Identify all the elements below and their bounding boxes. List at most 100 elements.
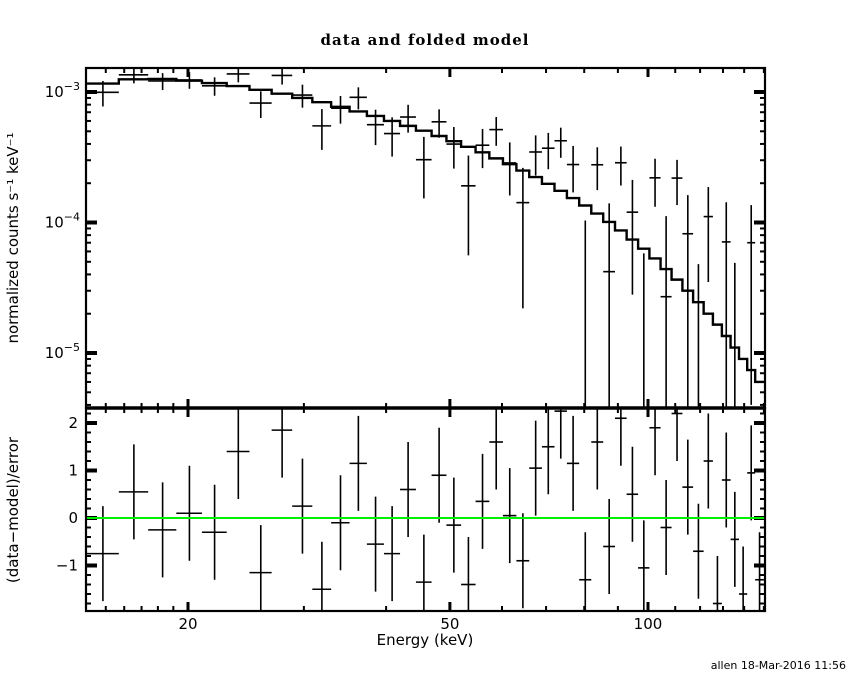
residual-point [366,496,384,592]
top-y-tick-label: 10−3 [45,80,80,101]
data-point [292,84,313,108]
residual-point [649,408,661,476]
residual-point [489,408,503,490]
plot-title: data and folded model [321,31,530,49]
data-point [489,117,503,146]
data-error-bars [86,68,756,408]
data-point [118,68,149,84]
data-point [554,127,567,158]
top-y-tick-label: 10−4 [45,211,80,232]
bottom-panel-frame [84,406,767,613]
residual-point [529,420,542,516]
residual-point [730,491,740,587]
x-tick-label-100: 100 [634,615,663,633]
plot-footer-timestamp: allen 18-Mar-2016 11:56 [711,659,846,672]
residual-point [516,513,530,609]
residual-point [249,525,272,611]
x-axis-ticks: 20 50 100 [104,68,765,633]
x-tick-label-20: 20 [178,615,197,633]
data-point [747,205,756,405]
data-point [331,95,350,124]
data-point [566,145,580,193]
top-y-axis-ticks: 10−3 10−4 10−5 [45,80,765,406]
data-point [529,135,542,176]
data-point [660,216,672,408]
residual-point [312,541,332,611]
bottom-y-tick-label: −1 [56,557,78,575]
residual-point [615,408,627,466]
data-point [682,195,694,408]
residual-point [461,537,476,611]
residual-point [331,475,350,571]
data-point [591,147,604,191]
residual-point [579,532,592,611]
data-point [475,128,490,169]
residual-point [400,442,416,537]
data-point [86,80,119,107]
residual-point [712,556,722,611]
data-point [349,87,367,110]
residual-point [566,415,580,511]
data-point [721,202,731,408]
model-step-line [86,77,764,384]
residual-point [591,408,604,490]
residual-point [693,503,704,599]
residual-point [383,506,401,602]
residual-point [415,534,432,611]
residual-point [86,506,119,602]
data-point [201,77,227,96]
data-point [148,73,177,91]
residual-point [703,413,713,509]
data-point [502,142,517,196]
residual-point [201,484,227,580]
top-y-axis-title: normalized counts s⁻¹ keV⁻¹ [4,132,22,343]
data-point [461,155,476,256]
data-point [312,109,332,150]
data-point [615,146,627,186]
data-point [415,136,432,199]
data-point [271,68,293,85]
data-point [431,109,447,138]
residual-point [554,408,567,459]
residual-point [475,453,490,549]
x-axis-title: Energy (keV) [377,631,474,649]
data-point [249,91,272,119]
data-point [603,203,616,408]
residual-point [671,408,683,461]
bottom-y-tick-label: 2 [68,414,78,432]
residual-point [271,408,293,478]
residual-point [226,408,250,499]
residual-point [176,465,202,561]
bottom-y-tick-label: 0 [68,509,78,527]
residual-point [349,415,367,511]
residual-point [446,477,462,573]
data-point [226,68,250,83]
bottom-y-tick-label: 1 [68,462,78,480]
residual-point [292,458,313,554]
data-point [383,117,401,157]
residual-point [541,408,555,495]
data-point [649,158,661,207]
x-tick-label-50: 50 [440,615,459,633]
residual-point [626,446,639,542]
residual-point [118,444,149,540]
residual-point [148,482,177,578]
plot-generated-content: 20 50 100 10−3 10−4 10−5 2 1 0 −1 [45,66,767,633]
residual-point [755,532,764,611]
data-point [400,104,416,133]
residual-point [660,480,672,575]
bottom-y-axis-title: (data−model)/error [4,436,22,583]
data-point [703,187,713,282]
residual-point [431,427,447,523]
residual-point [739,546,748,611]
data-point [516,167,530,309]
residual-point [502,468,517,564]
data-point [541,132,555,170]
data-point [626,179,639,295]
residual-point [721,432,731,528]
top-y-tick-label: 10−5 [45,341,80,362]
residual-point [603,499,616,594]
residual-point [638,520,650,611]
